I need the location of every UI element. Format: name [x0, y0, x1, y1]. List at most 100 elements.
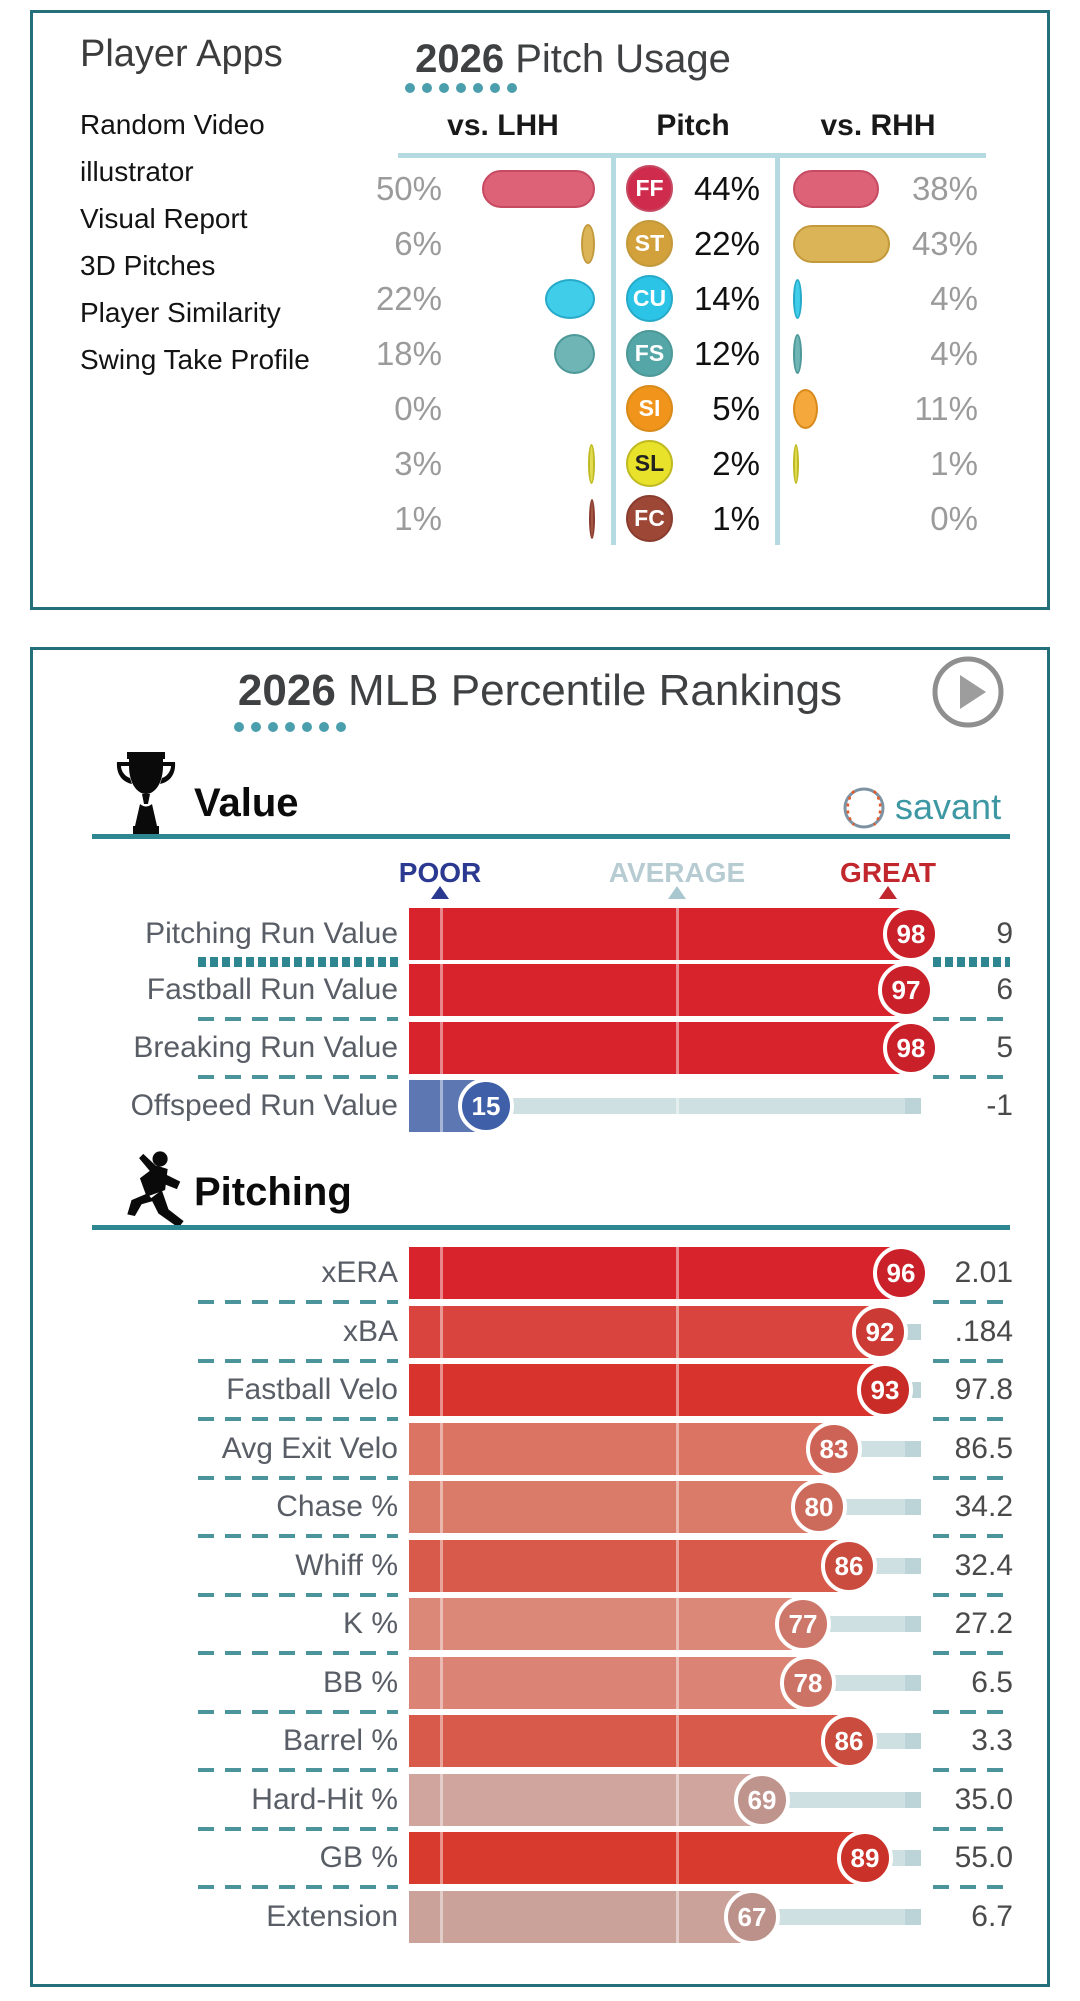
- percentile-badge: 78: [780, 1655, 836, 1711]
- track-end-cap: [905, 1733, 921, 1749]
- stat-value: 35.0: [954, 1783, 1013, 1816]
- section-title-value: Value: [194, 781, 299, 825]
- percentile-bar-area: 98: [409, 906, 939, 962]
- stat-value: 86.5: [954, 1432, 1013, 1465]
- scale-label-average: AVERAGE: [608, 857, 746, 888]
- row-separator: [933, 1651, 1010, 1655]
- rankings-title: 2026 MLB Percentile Rankings: [190, 666, 890, 716]
- poor-marker-icon: [431, 886, 449, 899]
- row-separator: [933, 1534, 1010, 1538]
- percentile-bar: [409, 1364, 885, 1416]
- lhh-percent: 22%: [375, 280, 442, 317]
- row-separator: [933, 1359, 1010, 1363]
- pitch-percent: 22%: [693, 225, 760, 262]
- stat-value: .184: [954, 1315, 1013, 1348]
- row-separator: [933, 1417, 1010, 1421]
- play-icon: [932, 656, 1004, 728]
- app-link[interactable]: 3D Pitches: [80, 249, 216, 281]
- savant-wordmark: savant: [895, 786, 1002, 827]
- track-end-cap: [905, 1792, 921, 1808]
- percentile-bar: [409, 1423, 834, 1475]
- percentile-badge: 86: [821, 1713, 877, 1769]
- stat-label: Whiff %: [295, 1549, 398, 1582]
- play-button[interactable]: [932, 656, 1004, 733]
- row-separator: [933, 1710, 1010, 1714]
- app-link[interactable]: illustrator: [80, 155, 194, 187]
- percentile-bar-area: 78: [409, 1655, 921, 1711]
- percentile-bar-area: 86: [409, 1713, 921, 1769]
- lhh-percent: 18%: [375, 335, 442, 372]
- percentile-bar-area: 92: [409, 1304, 921, 1360]
- player-apps-heading: Player Apps: [80, 33, 283, 75]
- app-link[interactable]: Random Video: [80, 108, 265, 140]
- row-separator: [198, 1017, 398, 1021]
- pitch-percent: 12%: [693, 335, 760, 372]
- average-tick: [676, 1364, 679, 1416]
- percentile-badge: 89: [837, 1830, 893, 1886]
- section-rule-value: [92, 834, 1010, 839]
- percentile-badge: 98: [883, 1020, 939, 1076]
- percentile-bar: [409, 1774, 762, 1826]
- percentile-badge: 98: [883, 906, 939, 962]
- title-dots-divider: [405, 83, 517, 93]
- pitcher-icon: [108, 1148, 192, 1237]
- average-tick: [676, 1832, 679, 1884]
- poor-tick: [440, 1306, 443, 1358]
- stat-label: Extension: [266, 1900, 398, 1933]
- usage-pill: [581, 223, 595, 264]
- poor-tick: [440, 1022, 443, 1074]
- app-link[interactable]: Swing Take Profile: [80, 343, 310, 375]
- app-link[interactable]: Visual Report: [80, 202, 248, 234]
- column-header-pitch: Pitch: [656, 109, 730, 142]
- average-tick: [676, 1891, 679, 1943]
- row-separator: [198, 1651, 398, 1655]
- pitch-percent: 5%: [712, 390, 760, 427]
- average-tick: [676, 1598, 679, 1650]
- stat-label: Breaking Run Value: [133, 1031, 398, 1064]
- title-dots-divider: [234, 722, 346, 732]
- row-separator: [933, 1593, 1010, 1597]
- stat-value: 55.0: [954, 1841, 1013, 1874]
- row-separator: [198, 1885, 398, 1889]
- percentile-bar-area: 83: [409, 1421, 921, 1477]
- percentile-bar-area: 98: [409, 1020, 939, 1076]
- baseball-icon: [843, 787, 885, 829]
- poor-tick: [440, 1540, 443, 1592]
- average-tick: [676, 1423, 679, 1475]
- row-separator: [198, 1359, 398, 1363]
- poor-tick: [440, 1080, 443, 1132]
- average-tick: [676, 964, 679, 1016]
- trophy-icon: [113, 750, 179, 839]
- stat-value: 34.2: [954, 1490, 1013, 1523]
- usage-pill: [793, 333, 802, 374]
- stat-label: Avg Exit Velo: [221, 1432, 398, 1465]
- track-end-cap: [905, 1324, 921, 1340]
- poor-tick: [440, 1774, 443, 1826]
- great-marker-icon: [879, 886, 897, 899]
- row-separator: [933, 1075, 1010, 1079]
- app-link[interactable]: Player Similarity: [80, 296, 281, 328]
- poor-tick: [440, 1481, 443, 1533]
- row-separator: [933, 1768, 1010, 1772]
- poor-tick: [440, 1657, 443, 1709]
- pitch-usage-title-year: 2026: [415, 37, 505, 81]
- percentile-badge: 15: [458, 1078, 514, 1134]
- usage-pill: [793, 443, 799, 484]
- pitch-usage-card: Player Apps Random Video illustrator Visua…: [30, 10, 1050, 610]
- percentile-badge: 86: [821, 1538, 877, 1594]
- percentile-bar-area: 96: [409, 1245, 929, 1301]
- percentile-badge: 83: [806, 1421, 862, 1477]
- stat-value: 2.01: [954, 1256, 1013, 1289]
- percentile-bar: [409, 1598, 803, 1650]
- row-separator: [198, 1593, 398, 1597]
- stat-label: K %: [342, 1607, 398, 1640]
- stat-label: Fastball Run Value: [146, 973, 398, 1006]
- usage-pill: [554, 333, 595, 374]
- section-title-pitching: Pitching: [194, 1170, 352, 1214]
- usage-pill: [545, 278, 595, 319]
- percentile-bar-area: 69: [409, 1772, 921, 1828]
- lhh-percent: 50%: [375, 170, 442, 207]
- stat-value: 6.5: [971, 1666, 1013, 1699]
- scale-label-great: GREAT: [840, 857, 936, 888]
- percentile-badge: 97: [878, 962, 934, 1018]
